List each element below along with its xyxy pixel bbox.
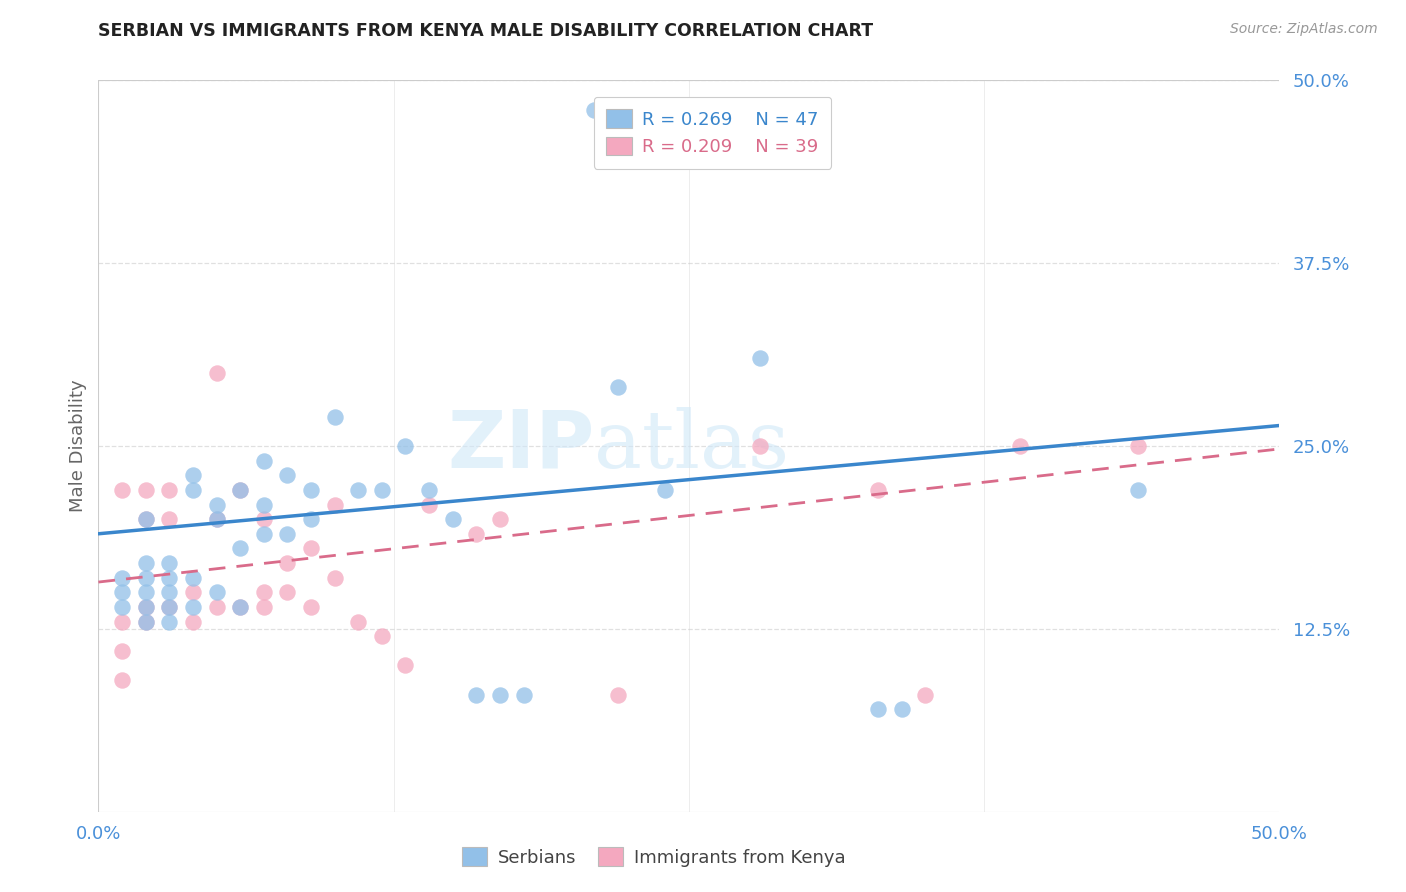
Point	[465, 526, 488, 541]
Point	[299, 541, 322, 556]
Point	[299, 512, 322, 526]
Point	[135, 483, 157, 497]
Point	[418, 483, 440, 497]
Point	[205, 585, 228, 599]
Point	[229, 483, 252, 497]
Point	[229, 599, 252, 614]
Point	[394, 439, 416, 453]
Point	[276, 556, 298, 570]
Point	[157, 556, 180, 570]
Point	[1126, 439, 1149, 453]
Point	[253, 453, 276, 467]
Point	[181, 585, 204, 599]
Text: Source: ZipAtlas.com: Source: ZipAtlas.com	[1230, 22, 1378, 37]
Point	[157, 512, 180, 526]
Point	[323, 571, 346, 585]
Legend: Serbians, Immigrants from Kenya: Serbians, Immigrants from Kenya	[453, 838, 855, 876]
Y-axis label: Male Disability: Male Disability	[69, 380, 87, 512]
Point	[394, 658, 416, 673]
Point	[583, 103, 606, 117]
Point	[135, 556, 157, 570]
Point	[205, 599, 228, 614]
Point	[111, 615, 134, 629]
Point	[181, 599, 204, 614]
Point	[253, 512, 276, 526]
Point	[135, 585, 157, 599]
Point	[276, 526, 298, 541]
Point	[371, 629, 394, 643]
Point	[914, 688, 936, 702]
Point	[135, 512, 157, 526]
Point	[205, 512, 228, 526]
Point	[512, 688, 534, 702]
Point	[489, 512, 512, 526]
Point	[418, 498, 440, 512]
Point	[205, 366, 228, 380]
Point	[347, 615, 370, 629]
Point	[866, 702, 889, 716]
Point	[465, 688, 488, 702]
Point	[229, 599, 252, 614]
Point	[111, 483, 134, 497]
Point	[607, 688, 630, 702]
Point	[748, 351, 770, 366]
Point	[276, 468, 298, 483]
Point	[748, 439, 770, 453]
Point	[299, 483, 322, 497]
Point	[181, 483, 204, 497]
Point	[135, 615, 157, 629]
Point	[157, 615, 180, 629]
Point	[135, 512, 157, 526]
Point	[323, 409, 346, 424]
Point	[866, 483, 889, 497]
Point	[253, 498, 276, 512]
Text: atlas: atlas	[595, 407, 790, 485]
Point	[347, 483, 370, 497]
Point	[1008, 439, 1031, 453]
Point	[229, 483, 252, 497]
Point	[157, 599, 180, 614]
Point	[135, 599, 157, 614]
Point	[253, 526, 276, 541]
Point	[607, 380, 630, 394]
Point	[111, 571, 134, 585]
Point	[276, 585, 298, 599]
Point	[111, 599, 134, 614]
Point	[253, 599, 276, 614]
Point	[135, 615, 157, 629]
Text: ZIP: ZIP	[447, 407, 595, 485]
Point	[205, 498, 228, 512]
Text: SERBIAN VS IMMIGRANTS FROM KENYA MALE DISABILITY CORRELATION CHART: SERBIAN VS IMMIGRANTS FROM KENYA MALE DI…	[98, 22, 873, 40]
Point	[489, 688, 512, 702]
Point	[1126, 483, 1149, 497]
Point	[111, 673, 134, 687]
Point	[253, 585, 276, 599]
Point	[371, 483, 394, 497]
Point	[181, 615, 204, 629]
Point	[890, 702, 912, 716]
Point	[229, 541, 252, 556]
Point	[323, 498, 346, 512]
Point	[181, 468, 204, 483]
Point	[157, 571, 180, 585]
Point	[205, 512, 228, 526]
Point	[111, 644, 134, 658]
Point	[157, 585, 180, 599]
Point	[441, 512, 464, 526]
Point	[181, 571, 204, 585]
Point	[299, 599, 322, 614]
Point	[135, 599, 157, 614]
Point	[654, 483, 676, 497]
Point	[135, 571, 157, 585]
Point	[157, 599, 180, 614]
Point	[157, 483, 180, 497]
Point	[111, 585, 134, 599]
